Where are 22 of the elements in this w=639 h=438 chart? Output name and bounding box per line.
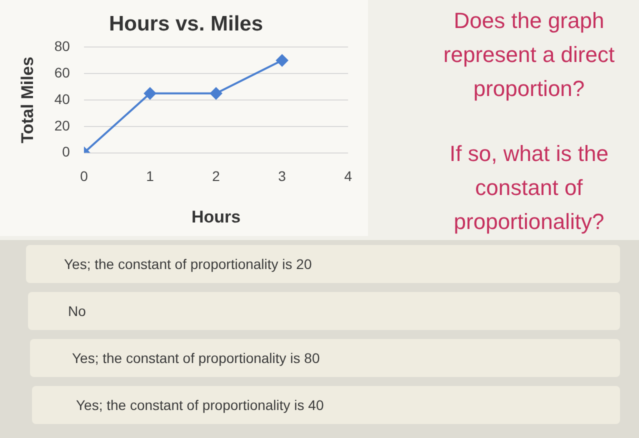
text: No bbox=[68, 303, 86, 319]
x-tick-label: 2 bbox=[212, 168, 220, 184]
text: Yes; the constant of proportionality is 80 bbox=[72, 350, 320, 366]
point bbox=[210, 87, 222, 100]
y-tick-label: 0 bbox=[62, 144, 70, 160]
y-tick-label: 80 bbox=[54, 38, 70, 54]
text: Yes; the constant of proportionality is 20 bbox=[64, 256, 312, 272]
x-tick-label: 4 bbox=[344, 168, 352, 184]
chart-title: Hours vs. Miles bbox=[108, 12, 264, 36]
point bbox=[144, 87, 156, 100]
y-tick-label: 20 bbox=[54, 117, 70, 134]
x-tick-label: 0 bbox=[80, 168, 88, 184]
x-tick-label: 3 bbox=[278, 168, 286, 184]
y-axis-title: Total Miles bbox=[18, 56, 37, 144]
text: Yes; the constant of proportionality is 40 bbox=[76, 397, 324, 413]
x-tick-label: 1 bbox=[146, 168, 154, 184]
text: Does the graph represent a direct proportion? bbox=[442, 7, 616, 103]
x-axis-title: Hours bbox=[191, 207, 241, 226]
point bbox=[276, 54, 288, 66]
y-tick-label: 60 bbox=[54, 64, 70, 80]
y-tick-label: 40 bbox=[54, 90, 70, 107]
text: If so, what is the constant of proportionality? bbox=[448, 140, 610, 236]
